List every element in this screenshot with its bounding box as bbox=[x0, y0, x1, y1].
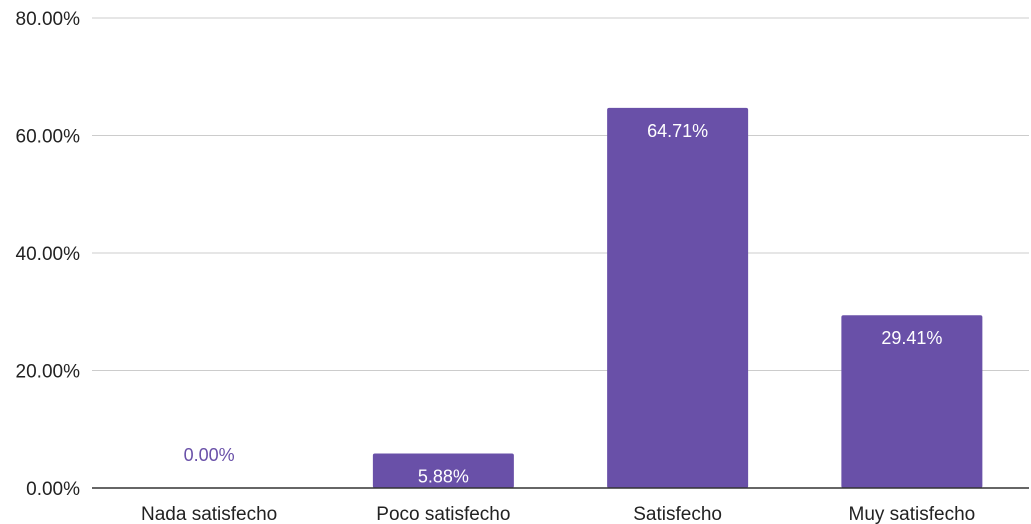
bar bbox=[607, 107, 749, 489]
x-category-label: Poco satisfecho bbox=[376, 504, 510, 524]
data-label: 29.41% bbox=[881, 328, 942, 348]
data-labels: 0.00% 5.88% 64.71% 29.41% bbox=[184, 121, 943, 487]
bar bbox=[372, 453, 514, 488]
data-label: 64.71% bbox=[647, 121, 708, 141]
y-tick-label: 60.00% bbox=[16, 127, 81, 148]
y-tick-label: 80.00% bbox=[16, 9, 81, 30]
x-category-label: Nada satisfecho bbox=[141, 504, 277, 524]
y-tick-label: 20.00% bbox=[16, 362, 81, 383]
y-tick-label: 0.00% bbox=[26, 479, 80, 500]
y-tick-label: 40.00% bbox=[16, 244, 81, 265]
data-label: 5.88% bbox=[418, 466, 469, 486]
x-axis-category-labels: Nada satisfecho Poco satisfecho Satisfecho… bbox=[141, 504, 975, 524]
bar bbox=[841, 315, 983, 488]
data-label: 0.00% bbox=[184, 445, 235, 465]
x-category-label: Muy satisfecho bbox=[849, 504, 976, 524]
bars bbox=[372, 107, 983, 489]
x-category-label: Satisfecho bbox=[633, 504, 722, 524]
y-axis-tick-labels: 0.00% 20.00% 40.00% 60.00% 80.00% bbox=[16, 9, 81, 500]
